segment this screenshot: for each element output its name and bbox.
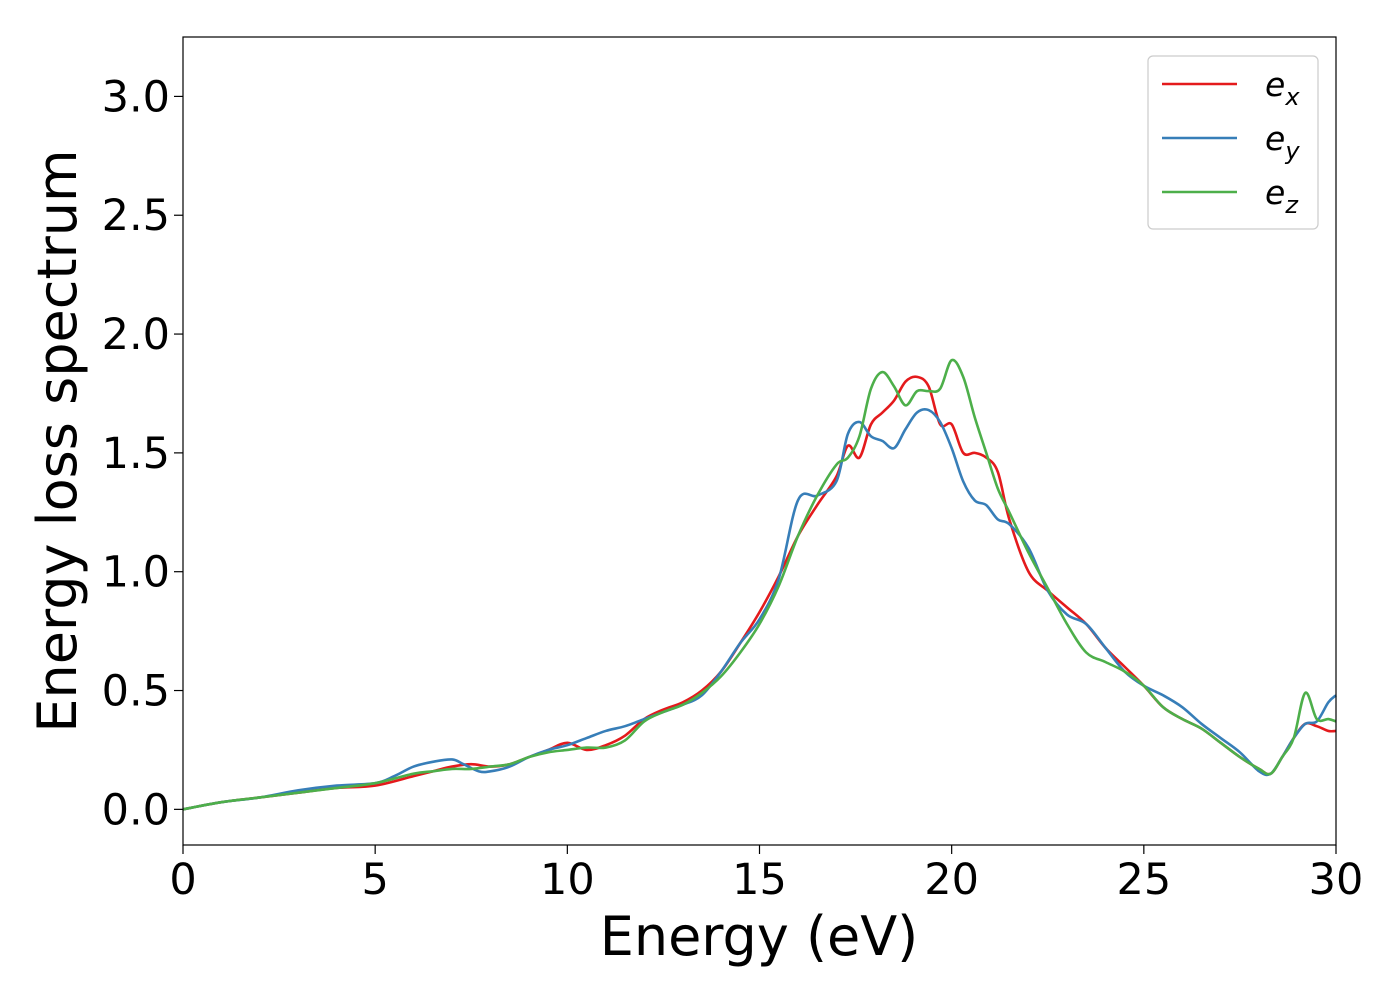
series-line-z bbox=[182, 358, 1337, 811]
y-tick-label: 2.0 bbox=[102, 310, 170, 360]
legend-box bbox=[1147, 55, 1319, 230]
series-line-y bbox=[182, 408, 1337, 811]
x-tick-label: 0 bbox=[169, 855, 196, 905]
y-tick-label: 1.5 bbox=[102, 429, 170, 479]
legend-label-base: e bbox=[1265, 119, 1285, 158]
x-tick-label: 5 bbox=[361, 855, 388, 905]
legend-entry-x: ex bbox=[1162, 65, 1300, 111]
legend-label-base: e bbox=[1265, 173, 1285, 212]
x-tick-label: 15 bbox=[732, 855, 787, 905]
legend-entry-y: ey bbox=[1162, 119, 1300, 165]
y-tick-label: 1.0 bbox=[102, 548, 170, 598]
legend-label: ez bbox=[1265, 173, 1299, 219]
series-layer bbox=[182, 358, 1337, 811]
x-tick-label: 30 bbox=[1309, 855, 1364, 905]
legend-label-subscript: y bbox=[1284, 137, 1300, 165]
y-axis-label: Energy loss spectrum bbox=[26, 149, 89, 732]
y-tick-label: 0.0 bbox=[102, 785, 170, 835]
x-axis-label: Energy (eV) bbox=[600, 905, 919, 968]
x-tick-label: 20 bbox=[924, 855, 979, 905]
x-tick-label: 25 bbox=[1116, 855, 1171, 905]
legend-label-subscript: z bbox=[1284, 191, 1299, 219]
y-tick-label: 0.5 bbox=[102, 667, 170, 717]
ticks-layer: 0 5 10 15 20 25 30 0.0 0.5 1.0 1.5 2.0 2.5 3.0 bbox=[102, 72, 1364, 905]
y-tick-label: 3.0 bbox=[102, 72, 170, 122]
legend-entry-z: ez bbox=[1162, 173, 1299, 219]
y-tick-label: 2.5 bbox=[102, 191, 170, 241]
legend-label: ex bbox=[1265, 65, 1300, 111]
legend-label-subscript: x bbox=[1284, 83, 1300, 111]
legend-label-base: e bbox=[1265, 65, 1285, 104]
legend-label: ey bbox=[1265, 119, 1300, 165]
x-tick-label: 10 bbox=[540, 855, 595, 905]
